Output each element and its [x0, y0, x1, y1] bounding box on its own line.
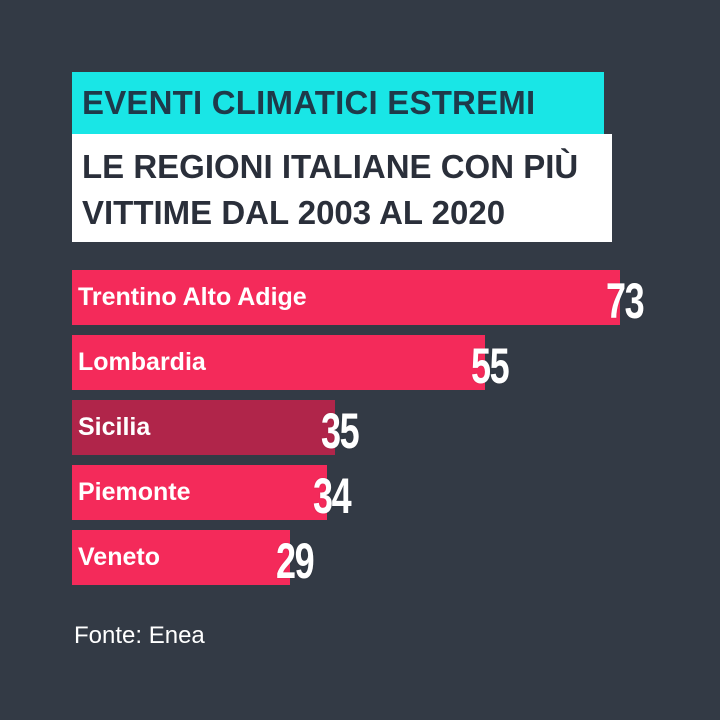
subtitle-banner: LE REGIONI ITALIANE CON PIÙ VITTIME DAL …	[72, 134, 612, 242]
bar-value-label: 73	[606, 273, 645, 329]
subtitle-line-2: VITTIME DAL 2003 AL 2020	[82, 194, 506, 231]
source-note: Fonte: Enea	[74, 622, 205, 649]
bar-value-label: 34	[313, 468, 352, 524]
chart-title: EVENTI CLIMATICI ESTREMI	[82, 84, 536, 121]
bar-label: Veneto	[78, 543, 160, 571]
bar	[72, 335, 485, 390]
bar	[72, 400, 335, 455]
title-banner: EVENTI CLIMATICI ESTREMI	[72, 72, 604, 134]
subtitle-line-1: LE REGIONI ITALIANE CON PIÙ	[82, 148, 579, 185]
bar-label: Trentino Alto Adige	[78, 283, 307, 311]
bar-value-label: 35	[321, 403, 360, 459]
bar-label: Lombardia	[78, 348, 206, 376]
bar-value-label: 29	[276, 533, 315, 589]
bar	[72, 465, 327, 520]
bar-label: Piemonte	[78, 478, 191, 506]
bar	[72, 530, 290, 585]
bar	[72, 270, 620, 325]
bar-value-label: 55	[471, 338, 510, 394]
bar-label: Sicilia	[78, 413, 151, 441]
